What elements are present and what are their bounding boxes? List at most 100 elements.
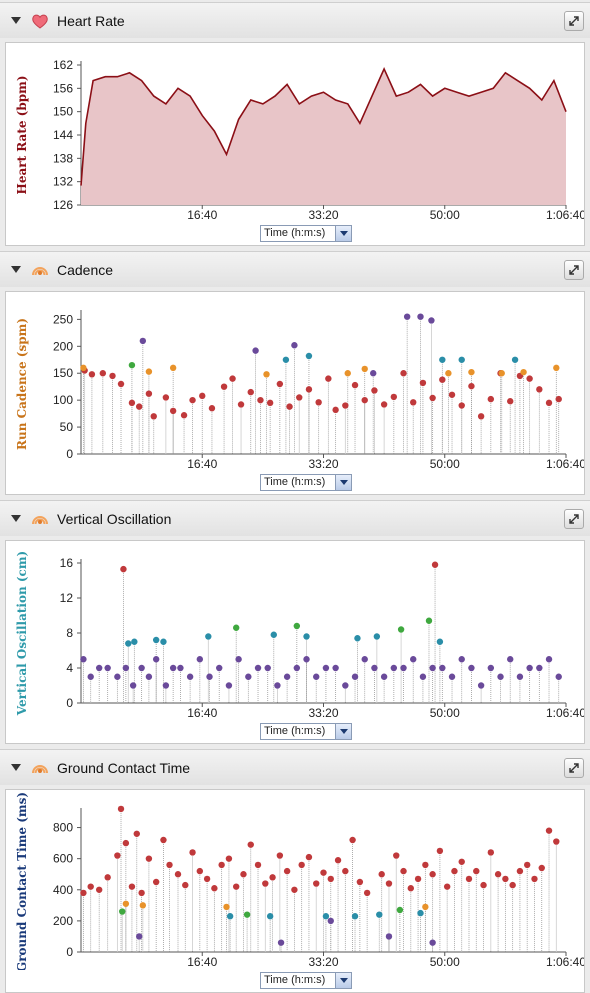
y-tick-label: 8 xyxy=(66,626,73,640)
data-point xyxy=(396,906,404,914)
data-point xyxy=(162,682,170,689)
data-point xyxy=(526,664,533,672)
data-point xyxy=(205,633,212,640)
data-point xyxy=(119,908,126,915)
chevron-down-icon[interactable] xyxy=(335,724,351,739)
data-point xyxy=(334,857,342,864)
data-point xyxy=(436,638,444,645)
data-point xyxy=(431,561,439,568)
cadence-chart: 0 50 100 150 200 250 16:40 33:20 50:00 1:06:40 Run… xyxy=(15,310,584,471)
y-tick-label: 200 xyxy=(53,914,73,928)
x-tick-label: 50:00 xyxy=(430,955,460,969)
data-point xyxy=(216,664,223,672)
expand-button[interactable] xyxy=(564,11,584,31)
data-point xyxy=(480,881,487,889)
data-point xyxy=(436,847,444,855)
collapse-arrow-icon[interactable] xyxy=(11,266,21,273)
data-point xyxy=(342,867,349,875)
data-point xyxy=(531,875,538,883)
y-tick-label: 150 xyxy=(53,105,73,119)
data-point xyxy=(516,673,524,680)
data-point xyxy=(425,617,433,624)
y-tick-label: 144 xyxy=(53,128,73,142)
data-point xyxy=(371,664,378,672)
collapse-arrow-icon[interactable] xyxy=(11,515,21,522)
x-tick-label: 1:06:40 xyxy=(546,457,584,471)
data-point xyxy=(235,656,242,663)
data-point xyxy=(160,836,167,844)
data-point xyxy=(120,565,127,573)
data-point xyxy=(104,664,111,672)
panel-header: Cadence xyxy=(0,251,590,287)
data-point xyxy=(196,656,204,663)
data-point xyxy=(223,903,230,911)
data-point xyxy=(327,875,334,883)
data-point xyxy=(206,673,213,680)
x-tick-label: 16:40 xyxy=(187,955,217,969)
chevron-down-icon[interactable] xyxy=(335,973,351,988)
panel-title: Ground Contact Time xyxy=(57,760,191,776)
collapse-arrow-icon[interactable] xyxy=(11,17,21,24)
y-tick-label: 100 xyxy=(53,393,73,407)
data-point xyxy=(477,682,485,689)
data-point xyxy=(152,636,160,644)
data-point xyxy=(160,638,167,645)
expand-button[interactable] xyxy=(564,260,584,280)
data-point xyxy=(400,370,407,377)
data-point xyxy=(520,368,527,376)
data-point xyxy=(233,883,240,890)
collapse-arrow-icon[interactable] xyxy=(11,764,21,771)
data-point xyxy=(87,673,94,680)
data-point xyxy=(266,399,274,407)
data-point xyxy=(468,382,475,390)
data-point xyxy=(410,399,417,406)
data-point xyxy=(114,852,121,859)
x-tick-label: 16:40 xyxy=(187,706,217,720)
x-axis-selector[interactable]: Time (h:m:s) xyxy=(260,225,352,242)
runner-icon xyxy=(32,765,48,774)
data-point xyxy=(303,656,310,663)
data-point xyxy=(128,883,136,890)
expand-button[interactable] xyxy=(564,758,584,778)
data-point xyxy=(99,370,107,377)
runner-icon xyxy=(32,267,48,276)
data-point xyxy=(220,383,228,390)
data-point xyxy=(417,909,424,917)
x-axis-selector[interactable]: Time (h:m:s) xyxy=(260,972,352,989)
data-point xyxy=(125,640,132,647)
chevron-down-icon[interactable] xyxy=(335,475,351,490)
heart-rate-line xyxy=(80,66,567,186)
y-tick-label: 16 xyxy=(60,556,74,570)
data-point xyxy=(117,380,125,388)
data-point xyxy=(511,356,519,363)
data-point xyxy=(166,861,173,869)
data-point xyxy=(225,855,233,862)
data-point xyxy=(189,396,196,404)
data-point xyxy=(498,370,505,377)
expand-button[interactable] xyxy=(564,509,584,529)
data-point xyxy=(376,911,383,918)
data-point xyxy=(370,370,377,377)
runner-icon xyxy=(32,516,48,525)
x-tick-label: 50:00 xyxy=(430,706,460,720)
data-point xyxy=(422,903,429,911)
chevron-down-icon[interactable] xyxy=(335,226,351,241)
data-point xyxy=(136,933,143,940)
data-point xyxy=(203,875,211,883)
data-point xyxy=(139,902,147,909)
x-axis-selector[interactable]: Time (h:m:s) xyxy=(260,723,352,740)
expand-icon xyxy=(569,763,579,773)
x-axis-selector[interactable]: Time (h:m:s) xyxy=(260,474,352,491)
data-point xyxy=(342,402,349,409)
data-point xyxy=(371,387,378,394)
data-point xyxy=(327,917,334,925)
data-point xyxy=(363,889,371,897)
data-point xyxy=(507,398,514,405)
vertical-oscillation-chart: 0 4 8 12 16 16:40 33:20 50:00 1:06:40 Vertical Os… xyxy=(15,551,584,720)
data-point xyxy=(180,412,188,419)
data-point xyxy=(524,861,531,869)
data-point xyxy=(128,399,136,407)
data-point xyxy=(291,886,298,893)
data-point xyxy=(266,913,274,920)
data-point xyxy=(145,673,153,680)
